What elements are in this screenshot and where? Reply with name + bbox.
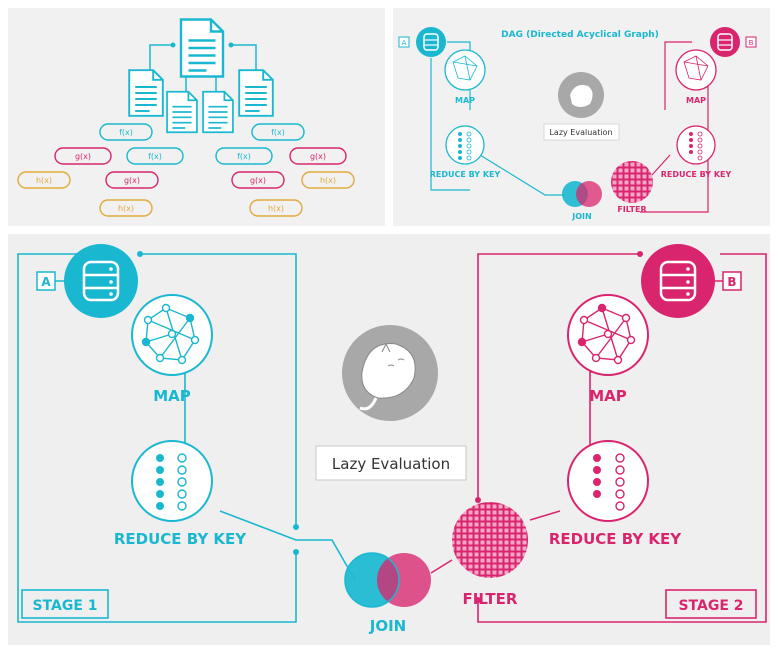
function-pill: f(x) — [251, 123, 305, 141]
map-label-left: MAP — [455, 96, 475, 105]
svg-text:h(x): h(x) — [268, 204, 284, 213]
function-pill: h(x) — [17, 171, 71, 189]
source-a-label: A — [402, 39, 407, 47]
reduce-label-right: REDUCE BY KEY — [549, 530, 682, 548]
document-icon — [166, 90, 198, 134]
dag-title: DAG (Directed Acyclical Graph) — [501, 30, 659, 40]
stage-2-label: STAGE 2 — [678, 598, 743, 614]
filter-icon — [452, 502, 528, 578]
svg-text:h(x): h(x) — [36, 176, 52, 185]
reduce-icon-left — [131, 440, 213, 522]
panel-bottom: A MAP REDUCE BY KEY — [8, 234, 770, 645]
join-label: JOIN — [369, 617, 406, 635]
main-document-icon — [179, 18, 225, 78]
svg-text:f(x): f(x) — [237, 152, 251, 161]
function-pill: g(x) — [105, 171, 159, 189]
function-pill: h(x) — [301, 171, 355, 189]
database-icon-a — [64, 244, 138, 318]
database-icon-b — [710, 27, 740, 57]
filter-icon — [611, 161, 653, 203]
svg-text:f(x): f(x) — [271, 128, 285, 137]
map-label-right: MAP — [686, 96, 706, 105]
svg-text:g(x): g(x) — [250, 176, 266, 185]
source-b-label: B — [749, 39, 754, 47]
reduce-label-left: REDUCE BY KEY — [430, 170, 501, 179]
panel-top-left: f(x) f(x) g(x) f(x) f(x) g(x) h(x) g(x) — [8, 8, 385, 226]
lazy-evaluation-box — [315, 445, 467, 481]
panel-top-right: DAG (Directed Acyclical Graph) A MAP R — [393, 8, 770, 226]
svg-text:f(x): f(x) — [148, 152, 162, 161]
source-b-box — [722, 271, 742, 291]
function-pill: f(x) — [126, 147, 184, 165]
stage-1-box — [21, 589, 109, 619]
function-pill: f(x) — [215, 147, 273, 165]
svg-text:h(x): h(x) — [118, 204, 134, 213]
source-a-label: A — [41, 275, 51, 289]
function-pill: g(x) — [231, 171, 285, 189]
reduce-icon-right — [567, 440, 649, 522]
function-pill: f(x) — [99, 123, 153, 141]
database-icon-a — [416, 27, 446, 57]
stage-2-box — [665, 589, 757, 619]
network-icon — [444, 49, 486, 91]
filter-label: FILTER — [617, 205, 646, 214]
function-pill: g(x) — [289, 147, 347, 165]
network-icon — [675, 49, 717, 91]
document-icon — [238, 69, 274, 117]
svg-text:h(x): h(x) — [320, 176, 336, 185]
stage-1-label: STAGE 1 — [32, 598, 97, 614]
svg-text:g(x): g(x) — [124, 176, 140, 185]
dag-small-connectors — [430, 41, 709, 213]
svg-text:g(x): g(x) — [310, 152, 326, 161]
filter-label: FILTER — [463, 590, 518, 608]
svg-text:g(x): g(x) — [75, 152, 91, 161]
document-icon — [202, 90, 234, 134]
reduce-icon — [445, 125, 485, 165]
lazy-evaluation-label: Lazy Evaluation — [332, 455, 450, 473]
svg-text:f(x): f(x) — [119, 128, 133, 137]
map-label-right: MAP — [589, 387, 627, 405]
reduce-label-right: REDUCE BY KEY — [661, 170, 732, 179]
lazy-evaluation-label: Lazy Evaluation — [549, 128, 612, 137]
source-b-label: B — [727, 275, 736, 289]
database-icon-b — [641, 244, 715, 318]
map-label-left: MAP — [153, 387, 191, 405]
join-label: JOIN — [571, 212, 591, 221]
reduce-icon — [676, 125, 716, 165]
function-pill: h(x) — [99, 199, 153, 217]
function-pill: g(x) — [54, 147, 112, 165]
document-icon — [128, 69, 164, 117]
reduce-label-left: REDUCE BY KEY — [114, 530, 247, 548]
function-pill: h(x) — [249, 199, 303, 217]
